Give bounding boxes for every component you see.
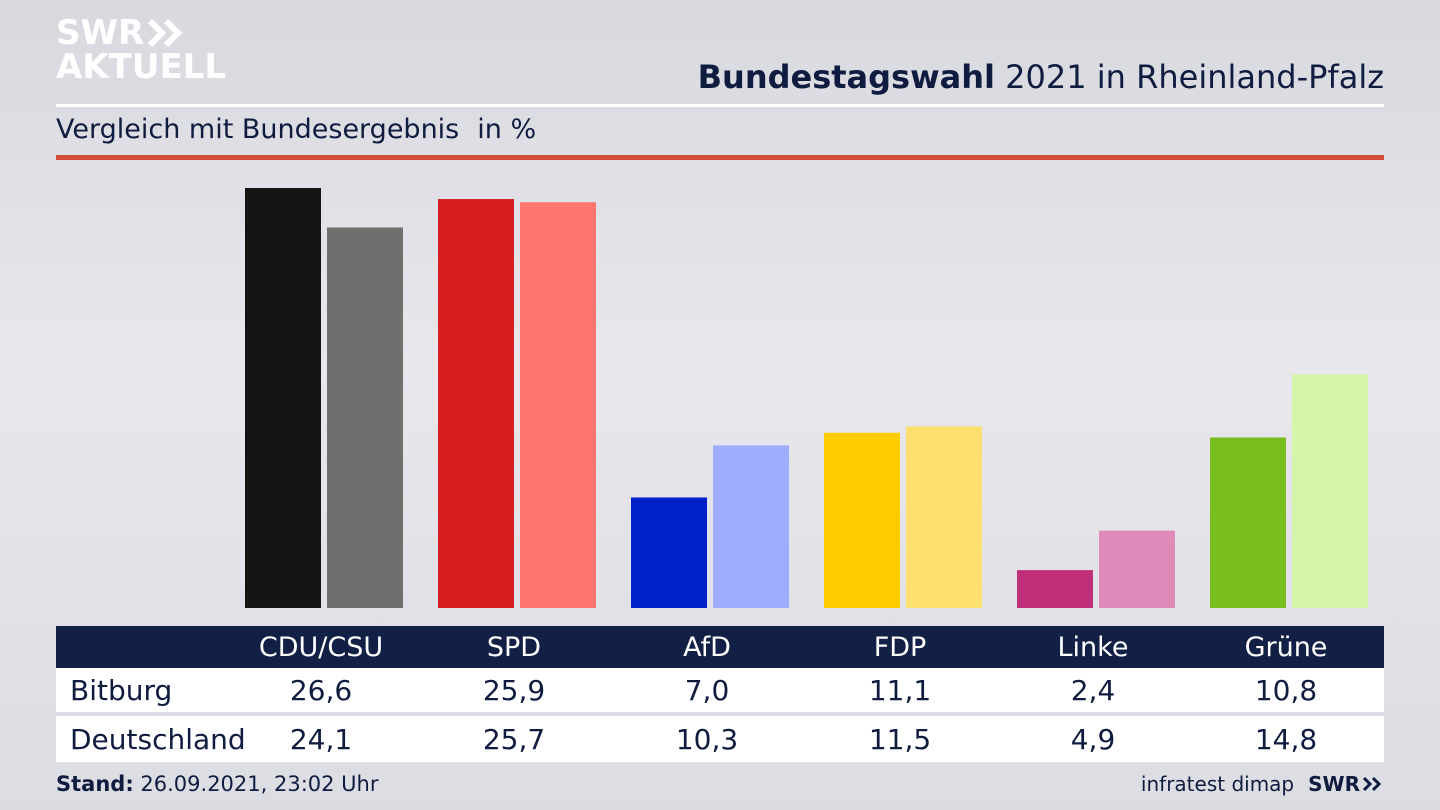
value-cell: 7,0 <box>684 673 730 707</box>
bar-cdu-csu-deutschland <box>327 227 403 608</box>
value-cell: 11,5 <box>868 722 932 756</box>
value-cell: 26,6 <box>289 673 353 707</box>
bar-fdp-bitburg <box>824 432 900 608</box>
header-linke: Linke <box>1057 631 1129 663</box>
bar-cdu-csu-bitburg <box>245 188 321 608</box>
accent-divider <box>56 155 1384 160</box>
stand-value: 26.09.2021, 23:02 Uhr <box>133 772 379 796</box>
value-cell: 11,1 <box>868 673 932 707</box>
timestamp: Stand: 26.09.2021, 23:02 Uhr <box>56 772 379 796</box>
bar-spd-bitburg <box>438 199 514 609</box>
source-credit: infratest dimap SWR <box>1141 772 1384 796</box>
row-label-deutschland: Deutschland <box>70 722 246 756</box>
bar-gr-ne-bitburg <box>1210 437 1286 608</box>
chevron-logo-icon <box>148 19 183 47</box>
value-cell: 24,1 <box>289 722 353 756</box>
unit-label: in % <box>477 114 537 145</box>
logo-line1: SWR <box>56 13 145 53</box>
stand-label: Stand: <box>56 772 134 796</box>
header-gruene: Grüne <box>1244 631 1328 663</box>
bar-afd-deutschland <box>713 445 789 608</box>
title-rest: 2021 in Rheinland-Pfalz <box>995 58 1384 96</box>
row-label-bitburg: Bitburg <box>70 673 173 707</box>
swr-aktuell-logo: SWR AKTUELL <box>56 16 226 84</box>
subtitle-text: Vergleich mit Bundesergebnis <box>56 114 460 145</box>
header-spd: SPD <box>486 631 542 663</box>
header-fdp: FDP <box>873 631 927 663</box>
header-cdu-csu: CDU/CSU <box>258 631 384 663</box>
bar-fdp-deutschland <box>906 426 982 608</box>
bar-afd-bitburg <box>631 497 707 608</box>
value-cell: 10,8 <box>1254 673 1318 707</box>
value-cell: 14,8 <box>1254 722 1318 756</box>
value-cell: 2,4 <box>1070 673 1116 707</box>
bar-spd-deutschland <box>520 202 596 609</box>
bar-gr-ne-deutschland <box>1292 374 1368 608</box>
chart-subtitle: Vergleich mit Bundesergebnis in % <box>56 114 536 145</box>
table-row: Deutschland 24,1 25,7 10,3 11,5 4,9 14,8 <box>56 716 1384 762</box>
bar-linke-bitburg <box>1017 570 1093 608</box>
header-afd: AfD <box>683 631 731 663</box>
table-header: CDU/CSU SPD AfD FDP Linke Grüne <box>56 626 1384 668</box>
value-cell: 25,9 <box>482 673 546 707</box>
bar-linke-deutschland <box>1099 530 1175 608</box>
value-cell: 10,3 <box>675 722 739 756</box>
logo-line2: AKTUELL <box>56 47 227 87</box>
value-cell: 25,7 <box>482 722 546 756</box>
header-divider <box>56 104 1384 107</box>
value-cell: 4,9 <box>1070 722 1116 756</box>
chevron-brand-icon <box>1362 776 1382 792</box>
title-bold: Bundestagswahl <box>697 58 995 96</box>
source-label: infratest dimap <box>1140 772 1295 796</box>
table-row: Bitburg 26,6 25,9 7,0 11,1 2,4 10,8 <box>56 668 1384 712</box>
page-title: Bundestagswahl 2021 in Rheinland-Pfalz <box>698 58 1384 96</box>
footer-brand: SWR <box>1308 772 1360 796</box>
